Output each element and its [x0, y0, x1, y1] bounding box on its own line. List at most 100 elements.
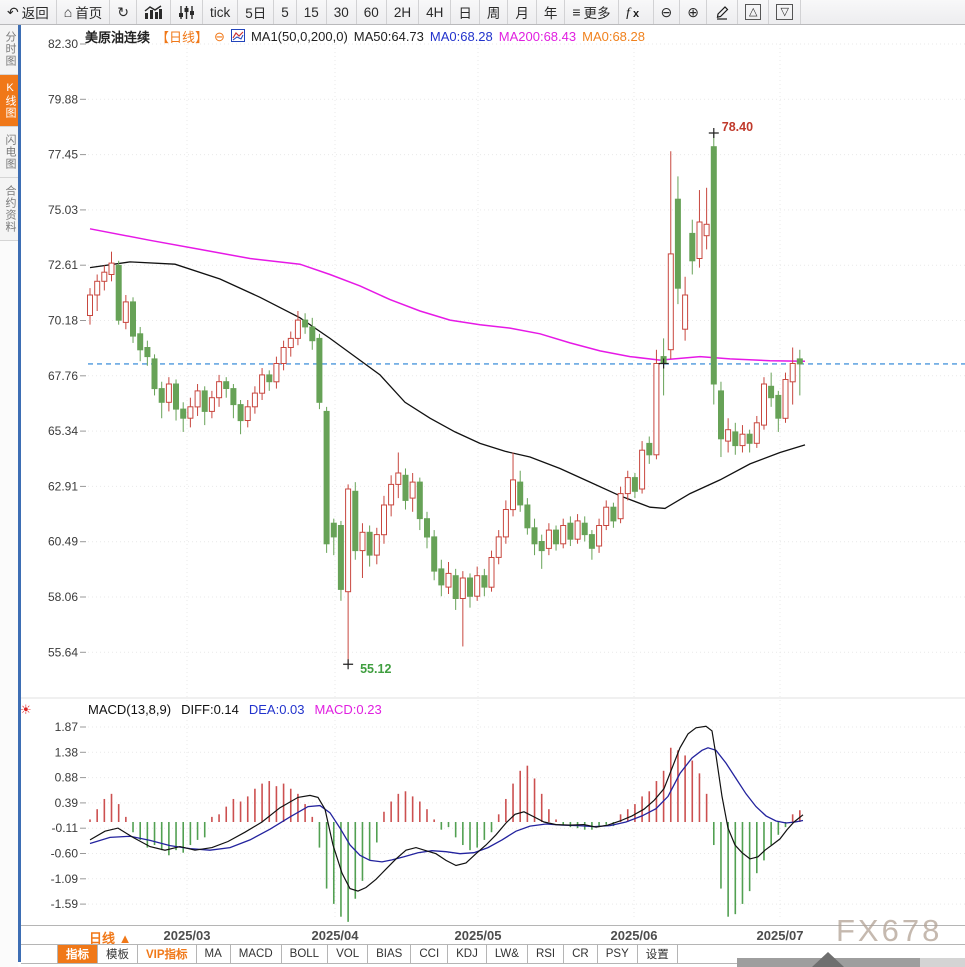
x-axis-label: 2025/06 [610, 928, 658, 943]
svg-text:-1.09: -1.09 [51, 872, 79, 886]
toolbar-button-m60[interactable]: 60 [357, 0, 387, 24]
toolbar-button-year[interactable]: 年 [537, 0, 566, 24]
svg-text:55.12: 55.12 [360, 662, 391, 676]
toolbar-button-month[interactable]: 月 [508, 0, 537, 24]
svg-text:1.38: 1.38 [55, 745, 79, 759]
toolbar-button-5d[interactable]: 5日 [238, 0, 275, 24]
toolbar-button-candle-chart[interactable] [171, 0, 203, 24]
toolbar-button-day[interactable]: 日 [451, 0, 480, 24]
toolbar-button-tick[interactable]: tick [203, 0, 239, 24]
indicator-tab-BOLL[interactable]: BOLL [282, 945, 329, 963]
indicator-tab-PSY[interactable]: PSY [598, 945, 638, 963]
x-axis-row: 日线 ▲ 2025/03 2025/04 2025/05 2025/06 2025/07 [21, 925, 965, 946]
toolbar-button-zoom-in[interactable]: ⊕ [680, 0, 707, 24]
x-axis-label: 2025/07 [756, 928, 804, 943]
sidebar-tab-time-chart[interactable]: 分时图 [0, 24, 18, 75]
back-arrow-icon: ↶ [7, 4, 19, 20]
symbol-name: 美原油连续 [85, 30, 151, 45]
indicator-tab-VIP指标[interactable]: VIP指标 [138, 945, 197, 963]
candlestick-icon [178, 5, 195, 20]
toolbar-button-draw[interactable] [707, 0, 738, 24]
svg-text:77.45: 77.45 [48, 148, 78, 162]
toolbar-button-more[interactable]: ≡ 更多 [565, 0, 619, 24]
indicator-tab-MA[interactable]: MA [197, 945, 231, 963]
indicator-tab-RSI[interactable]: RSI [528, 945, 565, 963]
zoom-out-icon: ⊖ [660, 4, 673, 20]
ma200-value: MA200:68.43 [498, 29, 577, 44]
svg-text:62.91: 62.91 [48, 479, 78, 493]
indicator-tab-BIAS[interactable]: BIAS [368, 945, 412, 963]
toolbar-button-m30[interactable]: 30 [327, 0, 357, 24]
indicator-tab-LW&[interactable]: LW& [487, 945, 528, 963]
svg-text:82.30: 82.30 [48, 37, 78, 51]
zoom-in-icon: ⊕ [687, 4, 699, 20]
indicator-tab-设置[interactable]: 设置 [638, 945, 678, 963]
toolbar-button-home[interactable]: ⌂ 首页 [57, 0, 111, 24]
dock-up-arrow-icon[interactable] [812, 952, 844, 967]
indicator-tab-指标[interactable]: 指标 [58, 945, 98, 963]
toolbar-button-m5[interactable]: 5 [274, 0, 297, 24]
svg-text:f: f [626, 6, 632, 19]
toolbar-button-h4[interactable]: 4H [419, 0, 452, 24]
triangle-up-icon: △ [744, 4, 762, 20]
price-and-macd-chart[interactable]: 82.30 79.88 77.45 75.03 72.61 70.18 67.76 65.34… [20, 24, 965, 925]
x-axis-label: 2025/05 [454, 928, 502, 943]
period-label: 【日线】 [156, 30, 209, 45]
indicator-tab-模板[interactable]: 模板 [98, 945, 138, 963]
toolbar-button-m15[interactable]: 15 [297, 0, 327, 24]
toolbar-button-week[interactable]: 周 [480, 0, 509, 24]
svg-text:75.03: 75.03 [48, 203, 78, 217]
indicator-tab-KDJ[interactable]: KDJ [448, 945, 487, 963]
indicator-tab-VOL[interactable]: VOL [328, 945, 369, 963]
sidebar-splitter[interactable] [18, 24, 21, 962]
indicator-badge-icon[interactable] [230, 28, 245, 45]
top-toolbar: ↶ 返回 ⌂ 首页 ↻ tick 5日 5 15 30 60 2H 4H 日周月年 ≡ 更多 f x ⊖ ⊕ △ ▽ [0, 0, 965, 25]
indicator-tab-bar: 指标 模板 VIP指标 MA MACD BOLL VOL BIAS CCI KDJ LW& RSI CR… [21, 944, 965, 964]
svg-text:-0.11: -0.11 [52, 821, 79, 835]
ma-params: MA1(50,0,200,0) [250, 29, 348, 44]
svg-text:0.39: 0.39 [55, 796, 79, 810]
dea-value: DEA:0.03 [248, 702, 305, 717]
sidebar-tab-kline-chart[interactable]: K线图 [0, 75, 18, 127]
chart-type-sidebar: 分时图 K线图 闪电图 合约资料 [0, 24, 18, 967]
toolbar-button-back[interactable]: ↶ 返回 [0, 0, 57, 24]
triangle-down-icon: ▽ [776, 4, 793, 20]
svg-text:67.76: 67.76 [48, 369, 78, 383]
svg-text:-0.60: -0.60 [51, 847, 79, 861]
collapse-icon[interactable]: ⊖ [214, 28, 225, 44]
indicator-tab-MACD[interactable]: MACD [231, 945, 282, 963]
ma0-blue-value: MA0:68.28 [429, 29, 493, 44]
ma0-orange-value: MA0:68.28 [582, 29, 645, 44]
current-period-toggle[interactable]: 日线 ▲ [89, 931, 132, 946]
menu-icon: ≡ [572, 4, 581, 20]
dock-handle-bar-end [920, 958, 965, 967]
x-axis-label: 2025/03 [163, 928, 211, 943]
x-axis-label: 2025/04 [311, 928, 359, 943]
ma50-value: MA50:64.73 [353, 29, 424, 44]
refresh-icon: ↻ [117, 4, 129, 20]
indicator-tab-CR[interactable]: CR [564, 945, 598, 963]
toolbar-button-tri-down[interactable]: ▽ [769, 0, 801, 24]
toolbar-button-h2[interactable]: 2H [387, 0, 420, 24]
diff-value: DIFF:0.14 [181, 702, 239, 717]
macd-params: MACD(13,8,9) [88, 702, 172, 717]
svg-text:65.34: 65.34 [48, 424, 78, 438]
svg-text:60.49: 60.49 [48, 535, 78, 549]
sidebar-tab-flash-chart[interactable]: 闪电图 [0, 127, 18, 178]
svg-text:-1.59: -1.59 [51, 897, 79, 911]
svg-text:0.88: 0.88 [55, 771, 79, 785]
home-icon: ⌂ [63, 4, 73, 20]
toolbar-button-zoom-out[interactable]: ⊖ [654, 0, 681, 24]
toolbar-button-bar-chart[interactable] [137, 0, 171, 24]
sidebar-tab-contract-info[interactable]: 合约资料 [0, 178, 18, 241]
indicator-sun-icon[interactable]: ☀ [20, 702, 32, 717]
svg-text:70.18: 70.18 [48, 314, 78, 328]
svg-text:78.40: 78.40 [722, 120, 753, 134]
tabbar-spacer [21, 945, 58, 963]
toolbar-button-refresh[interactable]: ↻ [110, 0, 137, 24]
svg-text:79.88: 79.88 [48, 92, 78, 106]
indicator-tab-CCI[interactable]: CCI [411, 945, 449, 963]
toolbar-button-tri-up[interactable]: △ [738, 0, 770, 24]
